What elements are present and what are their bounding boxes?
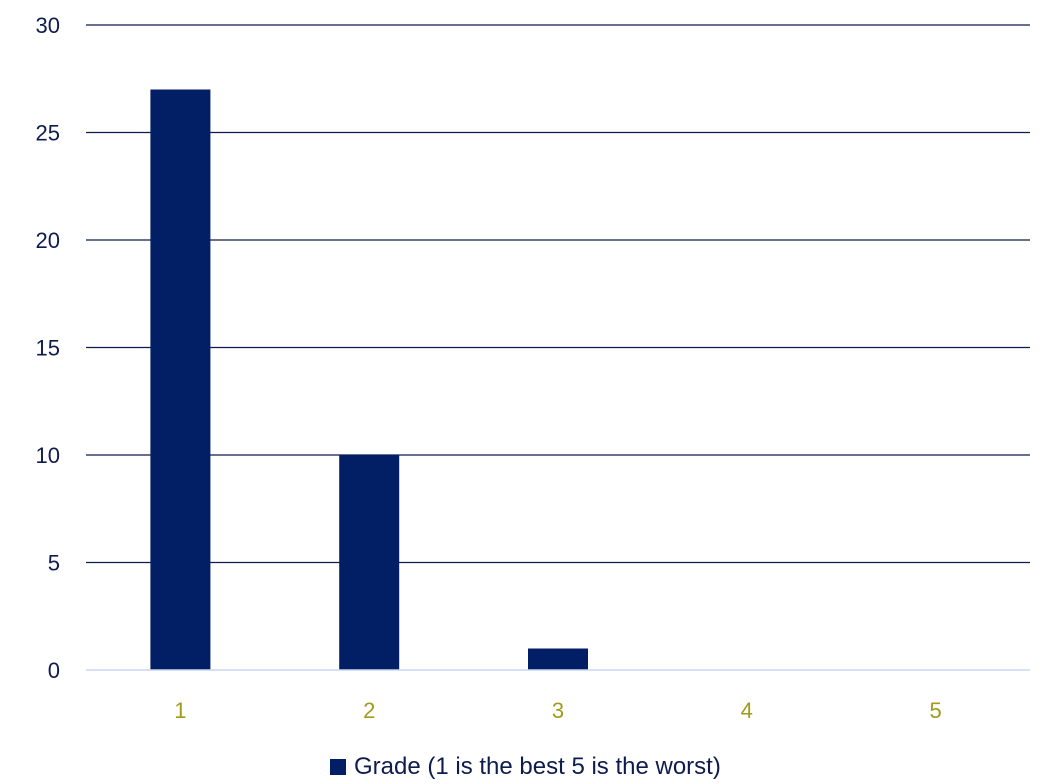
x-tick-label: 1 <box>174 698 186 723</box>
x-tick-label: 3 <box>552 698 564 723</box>
bars <box>150 89 588 670</box>
y-tick-label: 30 <box>36 13 60 38</box>
y-tick-label: 20 <box>36 228 60 253</box>
bar-1 <box>150 89 211 670</box>
y-tick-label: 15 <box>36 336 60 361</box>
y-tick-label: 10 <box>36 443 60 468</box>
legend-label: Grade (1 is the best 5 is the worst) <box>354 753 721 780</box>
bar-2 <box>339 455 400 670</box>
y-axis-ticks: 0 5 10 15 20 25 30 <box>36 13 60 683</box>
y-tick-label: 25 <box>36 121 60 146</box>
gridlines <box>86 24 1030 564</box>
y-tick-label: 5 <box>48 551 60 576</box>
x-tick-label: 5 <box>929 698 941 723</box>
x-tick-label: 4 <box>741 698 753 723</box>
legend: Grade (1 is the best 5 is the worst) <box>330 752 721 782</box>
x-tick-label: 2 <box>363 698 375 723</box>
y-tick-label: 0 <box>48 658 60 683</box>
bar-3 <box>528 648 588 670</box>
x-axis-ticks: 1 2 3 4 5 <box>174 698 941 723</box>
legend-swatch <box>330 759 346 775</box>
